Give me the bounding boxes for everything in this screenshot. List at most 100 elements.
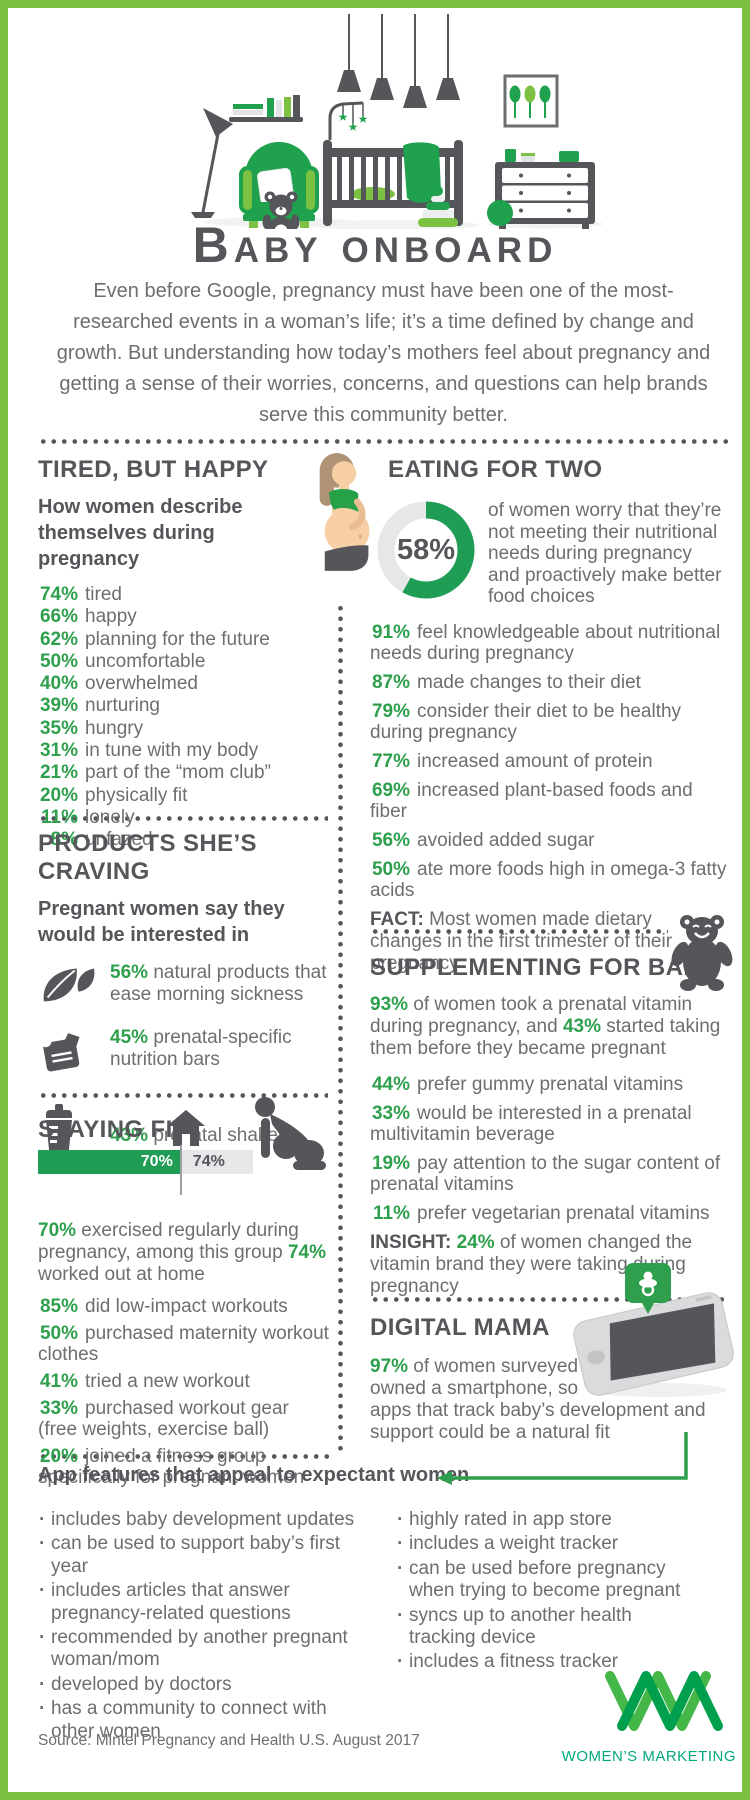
product-text: 45% prenatal-specific nutrition bars xyxy=(110,1027,328,1086)
leaf-icon xyxy=(38,962,110,1011)
stat-percent: 33% xyxy=(39,1398,78,1419)
nursery-scene-svg xyxy=(191,14,603,243)
dotted-divider xyxy=(370,929,668,934)
stat-label: feel knowledgeable about nutritional nee… xyxy=(370,621,721,664)
dotted-divider xyxy=(370,1297,728,1302)
stat-label: joined a fitness group specifically for … xyxy=(38,1446,305,1488)
stat-label: natural products that ease morning sickn… xyxy=(110,962,327,1005)
supplementing-stats-list: 44% prefer gummy prenatal vitamins 33% wou… xyxy=(370,1074,728,1224)
stat-percent: 31% xyxy=(39,740,78,762)
stat-label: lonely xyxy=(85,806,135,828)
stat-row: 77% increased amount of protein xyxy=(370,751,728,772)
source-note: Source: Mintel Pregnancy and Health U.S.… xyxy=(38,1732,420,1749)
crib-icon xyxy=(323,101,463,226)
stat-percent: 66% xyxy=(39,606,78,628)
product-item: 45% prenatal-specific nutrition bars xyxy=(38,1027,330,1086)
stat-percent: 43% xyxy=(110,1124,149,1146)
stat-label: physically fit xyxy=(85,784,188,806)
stat-row: 50% ate more foods high in omega-3 fatty … xyxy=(370,859,728,901)
app-feature-item: recommended by another pregnant woman/mo… xyxy=(38,1627,368,1672)
stat-row: 62% planning for the future xyxy=(38,629,330,651)
stat-label: hungry xyxy=(85,717,144,739)
dotted-column-divider xyxy=(338,603,343,1453)
app-feature-item: can be used before pregnancy when trying… xyxy=(396,1558,696,1603)
stat-label: purchased maternity workout clothes xyxy=(38,1323,329,1365)
insight-note: INSIGHT: 24% of women changed the vitami… xyxy=(370,1232,693,1297)
stat-row: 74% tired xyxy=(38,584,330,606)
app-feature-item: includes articles that answer pregnancy-… xyxy=(38,1580,368,1625)
stat-label: purchased workout gear (free weights, ex… xyxy=(38,1398,289,1440)
stat-row: 79% consider their diet to be healthy dur… xyxy=(370,701,728,743)
fact-note: FACT: Most women made dietary changes in… xyxy=(370,908,673,974)
stat-percent: 8% xyxy=(50,829,78,851)
app-feature-item: includes baby development updates xyxy=(38,1509,368,1532)
stat-label: nurturing xyxy=(85,695,160,717)
supplementing-lead: 93% of women took a prenatal vitamin dur… xyxy=(370,994,721,1059)
stat-row: 39% nurturing xyxy=(38,695,330,717)
stat-label: in tune with my body xyxy=(85,740,259,762)
app-features-right-list: highly rated in app store includes a wei… xyxy=(396,1509,696,1745)
stat-label: would be interested in a prenatal multiv… xyxy=(370,1103,692,1145)
stat-percent: 85% xyxy=(39,1296,78,1317)
stat-row: 20% physically fit xyxy=(38,785,330,807)
app-feature-item: can be used to support baby’s first year xyxy=(38,1533,368,1578)
phone-spacer xyxy=(595,1356,730,1384)
stat-percent: 77% xyxy=(371,750,410,772)
stat-percent: 50% xyxy=(39,1323,78,1344)
stat-percent: 20% xyxy=(39,784,78,806)
stat-row: 66% happy xyxy=(38,606,330,628)
stat-row: 31% in tune with my body xyxy=(38,740,330,762)
donut-arc xyxy=(377,501,475,599)
stat-row: 20% joined a fitness group specifically f… xyxy=(38,1446,330,1488)
stat-label: did low-impact workouts xyxy=(85,1296,288,1317)
fit-lead: 70% exercised regularly during pregnancy… xyxy=(38,1220,326,1285)
stat-row: 85% did low-impact workouts xyxy=(38,1296,330,1317)
section-title: TIRED, BUT HAPPY xyxy=(38,456,269,483)
stat-label: avoided added sugar xyxy=(417,829,595,851)
stat-label: prefer vegetarian prenatal vitamins xyxy=(417,1203,710,1224)
ball-icon xyxy=(487,200,513,226)
stat-percent: 62% xyxy=(39,628,78,650)
app-feature-item: syncs up to another health tracking devi… xyxy=(396,1605,696,1650)
section-staying-fit: STAYING FIT 70% 74% 70% exercised regula… xyxy=(38,1097,330,1494)
arrowhead-left-icon xyxy=(437,1471,452,1485)
bar-gray-label: 74% xyxy=(192,1153,225,1170)
gummy-bear-icon xyxy=(671,912,733,997)
stat-row: 11% prefer vegetarian prenatal vitamins xyxy=(370,1203,728,1224)
pacifier-badge-icon xyxy=(624,1262,672,1321)
section-eating-for-two: EATING FOR TWO 58% of women worry that t… xyxy=(370,456,728,975)
app-feature-item: includes a weight tracker xyxy=(396,1533,696,1556)
stat-label: increased plant-based foods and fiber xyxy=(370,779,693,822)
section-title: STAYING FIT xyxy=(38,1116,188,1143)
section-products-craving: PRODUCTS SHE’S CRAVING Pregnant women sa… xyxy=(38,830,330,1169)
bar-connector-line xyxy=(180,1145,182,1195)
pregnant-woman-illustration xyxy=(309,451,375,581)
tired-stats-list: 74% tired 66% happy 62% planning for the fu… xyxy=(38,584,330,852)
section-tired-but-happy: TIRED, BUT HAPPY How women describe them… xyxy=(38,456,330,852)
stat-percent: 69% xyxy=(371,779,410,801)
section-title: EATING FOR TWO xyxy=(388,456,603,483)
stat-percent: 35% xyxy=(39,717,78,739)
product-item: 56% natural products that ease morning s… xyxy=(38,962,330,1011)
donut-center-label: 58% xyxy=(396,533,456,566)
stat-label: increased amount of protein xyxy=(417,750,653,772)
app-feature-item: has a community to connect with other wo… xyxy=(38,1698,368,1743)
stat-label: uncomfortable xyxy=(85,650,206,672)
stat-label: happy xyxy=(85,606,137,628)
stat-percent: 40% xyxy=(39,673,78,695)
stat-percent: 21% xyxy=(39,762,78,784)
smartphone-icon xyxy=(564,1290,742,1407)
stat-row: 21% part of the “mom club” xyxy=(38,762,330,784)
dotted-divider xyxy=(38,439,728,444)
stat-percent: 11% xyxy=(373,1203,410,1224)
bar-green-segment: 70% xyxy=(38,1150,181,1174)
stat-row: 40% overwhelmed xyxy=(38,673,330,695)
app-feature-item: highly rated in app store xyxy=(396,1509,696,1532)
stat-label: overwhelmed xyxy=(85,673,198,695)
nursery-scene-illustration xyxy=(153,14,613,243)
wm-zigzag-logo xyxy=(604,1664,726,1743)
nutrition-bar-icon xyxy=(38,1027,110,1086)
stat-percent: 56% xyxy=(110,962,149,983)
stat-label: tired xyxy=(85,584,122,605)
